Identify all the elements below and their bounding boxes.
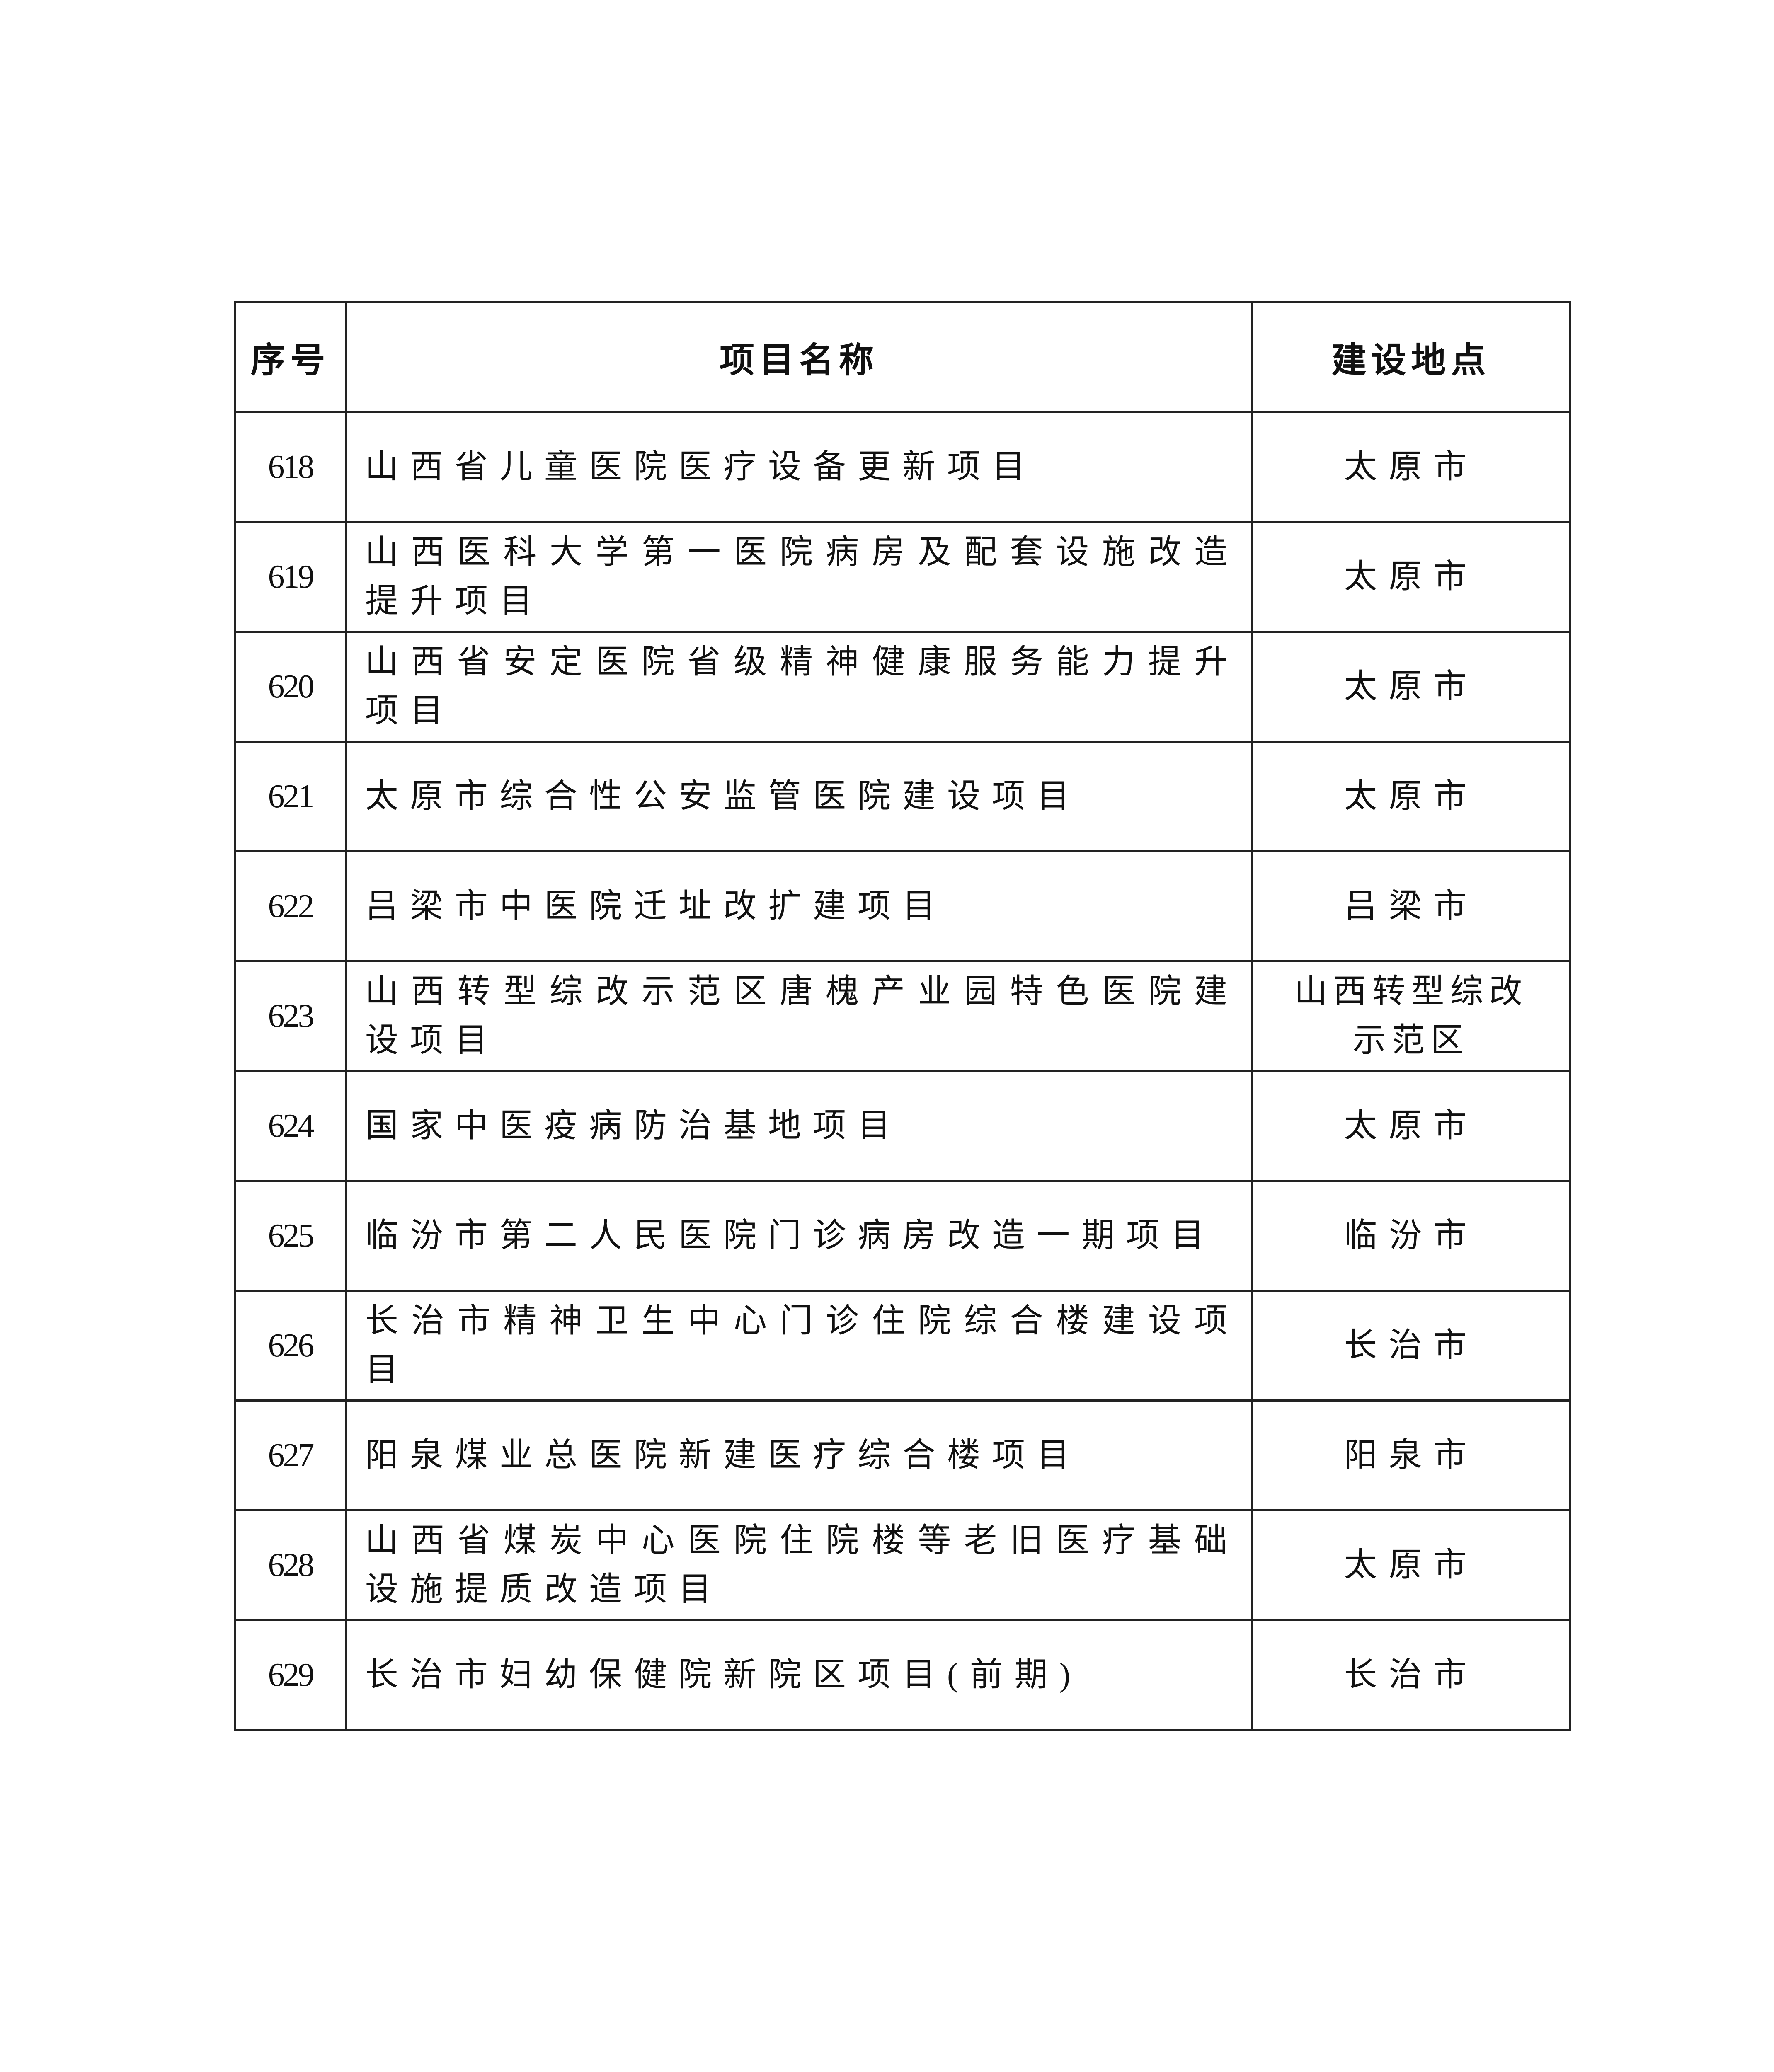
location-cell: 太原市 xyxy=(1251,1070,1571,1182)
project-name-cell: 山西医科大学第一医院病房及配套设施改造提升项目 xyxy=(345,521,1253,633)
serial-number-cell: 622 xyxy=(234,850,347,962)
location-cell: 太原市 xyxy=(1251,631,1571,743)
table-row: 619 山西医科大学第一医院病房及配套设施改造提升项目 太原市 xyxy=(234,521,1571,633)
serial-number-cell: 618 xyxy=(234,411,347,523)
location-cell: 长治市 xyxy=(1251,1619,1571,1731)
table-header-row: 序号 项目名称 建设地点 xyxy=(234,301,1571,413)
serial-number: 625 xyxy=(268,1217,315,1254)
serial-number-cell: 620 xyxy=(234,631,347,743)
table-row: 629 长治市妇幼保健院新院区项目(前期) 长治市 xyxy=(234,1619,1571,1731)
serial-number-cell: 624 xyxy=(234,1070,347,1182)
location-cell: 太原市 xyxy=(1251,521,1571,633)
serial-number-cell: 619 xyxy=(234,521,347,633)
serial-number-cell: 628 xyxy=(234,1509,347,1621)
location-cell: 太原市 xyxy=(1251,411,1571,523)
header-location: 建设地点 xyxy=(1251,301,1571,413)
serial-number-cell: 629 xyxy=(234,1619,347,1731)
location-cell: 太原市 xyxy=(1251,741,1571,852)
table-row: 618 山西省儿童医院医疗设备更新项目 太原市 xyxy=(234,411,1571,523)
project-name-cell: 国家中医疫病防治基地项目 xyxy=(345,1070,1253,1182)
location-cell: 吕梁市 xyxy=(1251,850,1571,962)
project-name-cell: 山西省儿童医院医疗设备更新项目 xyxy=(345,411,1253,523)
table-row: 628 山西省煤炭中心医院住院楼等老旧医疗基础设施提质改造项目 太原市 xyxy=(234,1509,1571,1621)
document-page: 序号 项目名称 建设地点 618 山西省儿童医院医疗设备更新项目 太原市 619 山西医… xyxy=(234,301,1571,1731)
serial-number: 619 xyxy=(268,558,315,595)
location-cell: 山西转型综改示范区 xyxy=(1251,960,1571,1072)
table-row: 627 阳泉煤业总医院新建医疗综合楼项目 阳泉市 xyxy=(234,1399,1571,1511)
project-name-cell: 临汾市第二人民医院门诊病房改造一期项目 xyxy=(345,1180,1253,1292)
serial-number-cell: 621 xyxy=(234,741,347,852)
project-name-cell: 太原市综合性公安监管医院建设项目 xyxy=(345,741,1253,852)
location-cell: 长治市 xyxy=(1251,1290,1571,1402)
serial-number-cell: 625 xyxy=(234,1180,347,1292)
serial-number: 629 xyxy=(268,1656,315,1693)
location-cell: 临汾市 xyxy=(1251,1180,1571,1292)
serial-number-cell: 623 xyxy=(234,960,347,1072)
header-serial-number: 序号 xyxy=(234,301,347,413)
table-row: 622 吕梁市中医院迁址改扩建项目 吕梁市 xyxy=(234,850,1571,962)
location-cell: 太原市 xyxy=(1251,1509,1571,1621)
table-row: 621 太原市综合性公安监管医院建设项目 太原市 xyxy=(234,741,1571,852)
table-row: 624 国家中医疫病防治基地项目 太原市 xyxy=(234,1070,1571,1182)
serial-number: 626 xyxy=(268,1327,315,1364)
table-row: 623 山西转型综改示范区唐槐产业园特色医院建设项目 山西转型综改示范区 xyxy=(234,960,1571,1072)
serial-number: 628 xyxy=(268,1547,315,1583)
serial-number-cell: 627 xyxy=(234,1399,347,1511)
table-row: 625 临汾市第二人民医院门诊病房改造一期项目 临汾市 xyxy=(234,1180,1571,1292)
location-cell: 阳泉市 xyxy=(1251,1399,1571,1511)
serial-number: 623 xyxy=(268,997,315,1034)
project-name-cell: 长治市妇幼保健院新院区项目(前期) xyxy=(345,1619,1253,1731)
serial-number: 621 xyxy=(268,778,315,815)
project-name-cell: 山西省安定医院省级精神健康服务能力提升项目 xyxy=(345,631,1253,743)
serial-number: 622 xyxy=(268,888,315,925)
project-name-cell: 吕梁市中医院迁址改扩建项目 xyxy=(345,850,1253,962)
table-row: 626 长治市精神卫生中心门诊住院综合楼建设项目 长治市 xyxy=(234,1290,1571,1402)
serial-number: 627 xyxy=(268,1437,315,1474)
table-row: 620 山西省安定医院省级精神健康服务能力提升项目 太原市 xyxy=(234,631,1571,743)
project-name-cell: 阳泉煤业总医院新建医疗综合楼项目 xyxy=(345,1399,1253,1511)
project-name-cell: 长治市精神卫生中心门诊住院综合楼建设项目 xyxy=(345,1290,1253,1402)
serial-number: 618 xyxy=(268,448,315,485)
serial-number-cell: 626 xyxy=(234,1290,347,1402)
project-name-cell: 山西省煤炭中心医院住院楼等老旧医疗基础设施提质改造项目 xyxy=(345,1509,1253,1621)
header-project-name: 项目名称 xyxy=(345,301,1253,413)
serial-number: 624 xyxy=(268,1107,315,1144)
serial-number: 620 xyxy=(268,668,315,705)
project-name-cell: 山西转型综改示范区唐槐产业园特色医院建设项目 xyxy=(345,960,1253,1072)
project-table: 序号 项目名称 建设地点 618 山西省儿童医院医疗设备更新项目 太原市 619 山西医… xyxy=(234,301,1571,1731)
